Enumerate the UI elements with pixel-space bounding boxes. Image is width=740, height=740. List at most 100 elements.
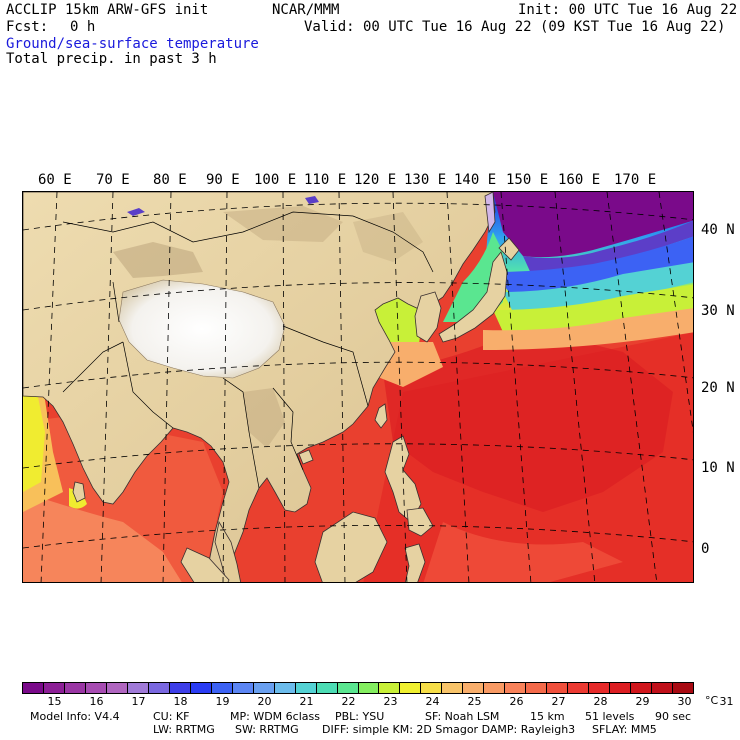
- colorbar-swatch: [43, 683, 65, 693]
- lon-label: 150 E: [506, 172, 549, 188]
- colorbar-swatch: [190, 683, 212, 693]
- colorbar-label: 24: [425, 695, 440, 708]
- lon-label: 130 E: [404, 172, 447, 188]
- model-info-cumulus: CU: KF: [153, 710, 190, 723]
- colorbar-swatch: [484, 683, 506, 693]
- colorbar-swatch: [148, 683, 170, 693]
- ocean-purple-edge: [523, 220, 693, 278]
- colorbar-swatch: [295, 683, 317, 693]
- colorbar-label: 26: [509, 695, 524, 708]
- colorbar-label: 22: [341, 695, 356, 708]
- colorbar-swatch: [358, 683, 380, 693]
- lake-baikal: [305, 196, 319, 204]
- forecast-hour: 0 h: [70, 19, 96, 35]
- colorbar-swatch: [526, 683, 548, 693]
- field-title-precip: Total precip. in past 3 h: [6, 51, 217, 67]
- model-info-microphysics: MP: WDM 6class: [230, 710, 320, 723]
- colorbar-swatch: [631, 683, 653, 693]
- colorbar-label: 25: [467, 695, 482, 708]
- colorbar-swatch: [211, 683, 233, 693]
- lon-label: 60 E: [38, 172, 72, 188]
- colorbar-swatch: [64, 683, 86, 693]
- colorbar: [22, 682, 694, 694]
- colorbar-label: 31: [719, 695, 734, 708]
- colorbar-swatch: [547, 683, 569, 693]
- model-info-pbl: PBL: YSU: [335, 710, 385, 723]
- init-time: Init: 00 UTC Tue 16 Aug 22: [518, 2, 738, 18]
- colorbar-swatch: [442, 683, 464, 693]
- lat-label: 40 N: [701, 222, 735, 238]
- model-info-surface: SF: Noah LSM: [425, 710, 500, 723]
- ocean-front-green: [503, 262, 693, 312]
- lon-label: 100 E: [254, 172, 297, 188]
- forecast-label: Fcst:: [6, 19, 49, 35]
- lon-label: 80 E: [153, 172, 187, 188]
- colorbar-label: 18: [173, 695, 188, 708]
- lon-label: 160 E: [558, 172, 601, 188]
- colorbar-swatch: [463, 683, 485, 693]
- lon-label: 90 E: [206, 172, 240, 188]
- valid-time: Valid: 00 UTC Tue 16 Aug 22 (09 KST Tue …: [304, 19, 726, 35]
- colorbar-swatch: [274, 683, 296, 693]
- map-canvas: [23, 192, 693, 582]
- colorbar-swatch: [589, 683, 611, 693]
- colorbar-label: 17: [131, 695, 146, 708]
- colorbar-swatch: [379, 683, 401, 693]
- colorbar-swatch: [127, 683, 149, 693]
- land-taiwan: [374, 403, 388, 429]
- model-info-resolution: 15 km: [530, 710, 565, 723]
- colorbar-swatch: [505, 683, 527, 693]
- tibetan-plateau: [118, 279, 286, 379]
- land-sri-lanka: [72, 481, 86, 503]
- colorbar-label: 30: [677, 695, 692, 708]
- country-borders: [62, 211, 434, 489]
- lon-label: 170 E: [614, 172, 657, 188]
- terrain-shading: [223, 206, 343, 242]
- land-hainan: [298, 449, 314, 465]
- map-panel: [22, 191, 694, 583]
- colorbar-swatch: [85, 683, 107, 693]
- ocean-patch: [423, 522, 623, 582]
- lon-label: 120 E: [354, 172, 397, 188]
- colorbar-swatch: [169, 683, 191, 693]
- colorbar-label: 19: [215, 695, 230, 708]
- ocean-patch: [383, 332, 673, 512]
- lon-label: 140 E: [454, 172, 497, 188]
- colorbar-swatch: [568, 683, 590, 693]
- lat-label: 10 N: [701, 460, 735, 476]
- colorbar-label: 20: [257, 695, 272, 708]
- model-info-levels: 51 levels: [585, 710, 635, 723]
- ocean-subarctic-band: [493, 236, 693, 294]
- terrain-shading: [113, 242, 203, 278]
- model-info-diffusion: DIFF: simple KM: 2D Smagor DAMP: Rayleig…: [322, 723, 576, 736]
- ocean-sea-of-okhotsk: [493, 192, 693, 258]
- colorbar-swatch: [337, 683, 359, 693]
- field-title-temperature: Ground/sea-surface temperature: [6, 36, 259, 52]
- colorbar-label: 29: [635, 695, 650, 708]
- lake-balkhash: [127, 208, 145, 216]
- colorbar-label: 21: [299, 695, 314, 708]
- colorbar-swatch: [610, 683, 632, 693]
- land-korea: [414, 291, 442, 343]
- colorbar-swatch: [652, 683, 674, 693]
- land-sumatra: [180, 547, 230, 582]
- land-hokkaido: [498, 237, 520, 261]
- lat-label: 20 N: [701, 380, 735, 396]
- colorbar-label: 15: [47, 695, 62, 708]
- colorbar-unit: °C: [705, 694, 719, 707]
- colorbar-swatch: [673, 683, 693, 693]
- colorbar-label: 16: [89, 695, 104, 708]
- model-info-sflay: SFLAY: MM5: [592, 723, 657, 736]
- land-sakhalin: [484, 192, 496, 234]
- lat-label: 0: [701, 541, 710, 557]
- model-title: ACCLIP 15km ARW-GFS init: [6, 2, 209, 18]
- ocean-front-orange: [483, 308, 693, 350]
- colorbar-swatch: [23, 683, 44, 693]
- land-borneo: [314, 511, 388, 582]
- colorbar-swatch: [316, 683, 338, 693]
- land-malay-peninsula: [214, 520, 242, 582]
- land-sulawesi: [404, 543, 426, 582]
- model-info-version: Model Info: V4.4: [30, 710, 120, 723]
- lon-label: 110 E: [304, 172, 347, 188]
- colorbar-swatch: [400, 683, 422, 693]
